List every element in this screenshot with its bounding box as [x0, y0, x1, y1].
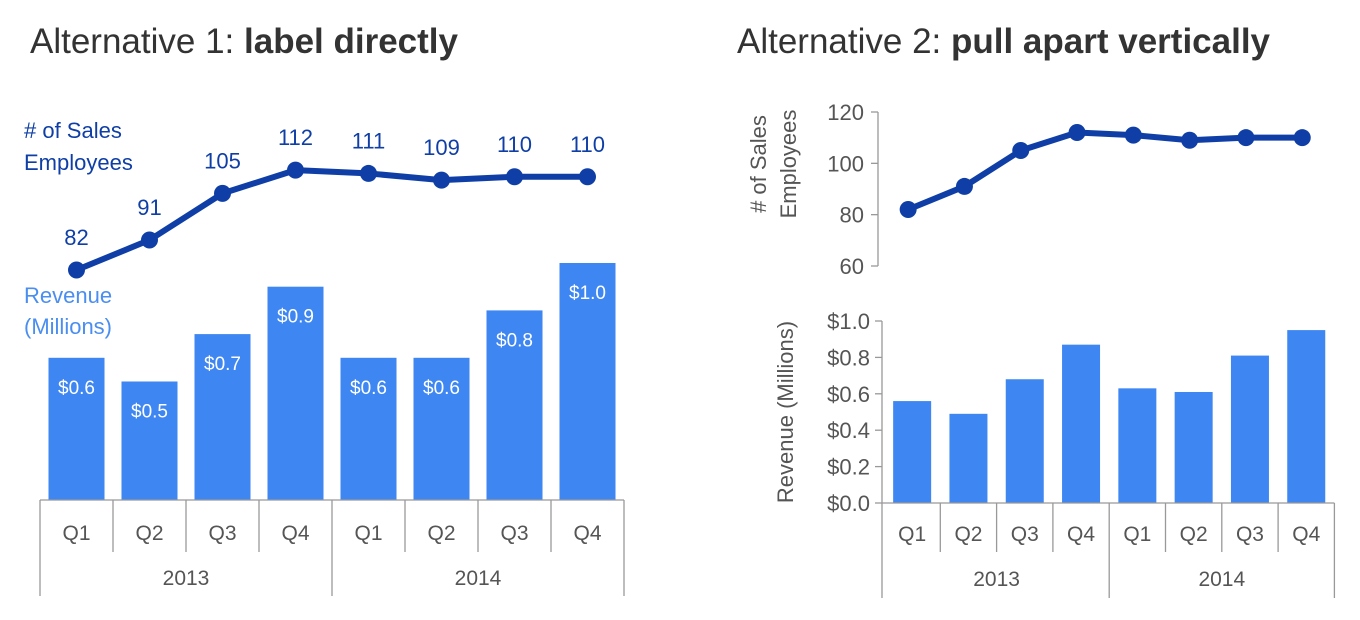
revenue-bar [1230, 355, 1269, 503]
revenue-series-label: Revenue [24, 283, 112, 308]
y-tick-label: 80 [840, 203, 864, 228]
employees-value-label: 110 [570, 132, 605, 157]
employees-series-label: Employees [24, 150, 133, 175]
revenue-bar [893, 401, 932, 503]
employees-point [141, 231, 158, 249]
employees-line [75, 167, 588, 273]
y-tick-label: 120 [827, 100, 864, 125]
bar-value-label: $0.5 [131, 402, 168, 423]
revenue-bar [486, 310, 543, 500]
y-tick-label: 100 [827, 151, 864, 176]
x-tick-label: Q3 [1236, 523, 1264, 546]
revenue-bar [121, 381, 178, 500]
employees-point [1012, 142, 1030, 159]
x-tick-label: Q3 [500, 522, 528, 545]
employees-point [68, 261, 85, 279]
y-tick-label: 60 [840, 254, 864, 279]
x-tick-label: Q2 [135, 522, 163, 545]
left-title-emphasis: label directly [244, 22, 458, 61]
revenue-bar [559, 263, 616, 500]
left-title-prefix: Alternative 1: [30, 22, 244, 61]
revenue-bar [340, 357, 397, 500]
revenue-bar [949, 413, 988, 503]
revenue-bar [48, 357, 105, 500]
employees-point [1068, 124, 1086, 142]
employees-point [360, 164, 377, 182]
right-title-prefix: Alternative 2: [737, 22, 951, 61]
bar-value-label: $0.8 [496, 330, 533, 351]
revenue-series-label: (Millions) [24, 314, 112, 339]
employees-value-label: 105 [204, 148, 241, 173]
revenue-bar [1062, 344, 1101, 503]
employees-value-label: 109 [423, 135, 460, 160]
employees-point [1181, 131, 1199, 149]
revenue-bar [1174, 391, 1213, 503]
employees-value-label: 112 [278, 125, 313, 150]
x-tick-label: Q1 [354, 522, 382, 545]
employees-point [1124, 126, 1142, 144]
employees-point [579, 168, 596, 186]
y-tick-label: $0.4 [827, 418, 870, 443]
y-tick-label: $0.0 [827, 491, 870, 516]
employees-line [907, 129, 1303, 213]
x-tick-label: Q3 [208, 522, 236, 545]
employees-point [433, 171, 450, 189]
employees-point [214, 184, 231, 202]
y-tick-label: $0.2 [827, 455, 870, 480]
left-panel-title: Alternative 1: label directly [30, 22, 458, 62]
employees-point [955, 177, 973, 195]
x-tick-label: Q3 [1011, 523, 1039, 546]
revenue-bar [1118, 388, 1157, 503]
x-group-label: 2013 [973, 568, 1020, 591]
right-title-emphasis: pull apart vertically [951, 22, 1271, 61]
y-axis-label: Employees [776, 110, 801, 219]
employees-value-label: 110 [497, 132, 532, 157]
x-tick-label: Q1 [62, 522, 90, 545]
bar-value-label: $0.6 [350, 378, 387, 399]
y-tick-label: $0.8 [827, 345, 870, 370]
x-tick-label: Q2 [1180, 523, 1208, 546]
x-tick-label: Q4 [281, 522, 309, 545]
x-tick-label: Q2 [427, 522, 455, 545]
employees-series-label: # of Sales [24, 118, 122, 143]
x-tick-label: Q4 [1292, 523, 1320, 546]
x-group-label: 2014 [1198, 568, 1245, 591]
x-group-label: 2014 [455, 567, 502, 590]
employees-point [899, 201, 917, 219]
y-tick-label: $1.0 [827, 309, 870, 334]
bar-value-label: $0.6 [58, 378, 95, 399]
x-tick-label: Q4 [573, 522, 601, 545]
y-axis-label: # of Sales [746, 115, 771, 213]
bar-value-label: $0.7 [204, 354, 241, 375]
x-group-label: 2013 [163, 567, 210, 590]
right-panel-title: Alternative 2: pull apart vertically [737, 22, 1270, 62]
x-tick-label: Q1 [1123, 523, 1151, 546]
x-tick-label: Q1 [898, 523, 926, 546]
bar-value-label: $0.9 [277, 307, 314, 328]
employees-point [1293, 129, 1311, 147]
bar-value-label: $0.6 [423, 378, 460, 399]
employees-value-label: 111 [352, 128, 385, 153]
x-tick-label: Q2 [954, 523, 982, 546]
revenue-bar [194, 334, 251, 500]
employees-value-label: 91 [137, 195, 161, 220]
y-axis-label: Revenue (Millions) [773, 321, 798, 503]
employees-point [1237, 129, 1255, 147]
revenue-bar [267, 286, 324, 500]
revenue-bar [413, 357, 470, 500]
revenue-bar [1005, 379, 1044, 503]
revenue-bar [1287, 330, 1326, 503]
employees-point [506, 168, 523, 186]
employees-value-label: 82 [64, 225, 88, 250]
bar-value-label: $1.0 [569, 283, 606, 304]
y-tick-label: $0.6 [827, 382, 870, 407]
employees-point [287, 161, 304, 179]
x-tick-label: Q4 [1067, 523, 1095, 546]
